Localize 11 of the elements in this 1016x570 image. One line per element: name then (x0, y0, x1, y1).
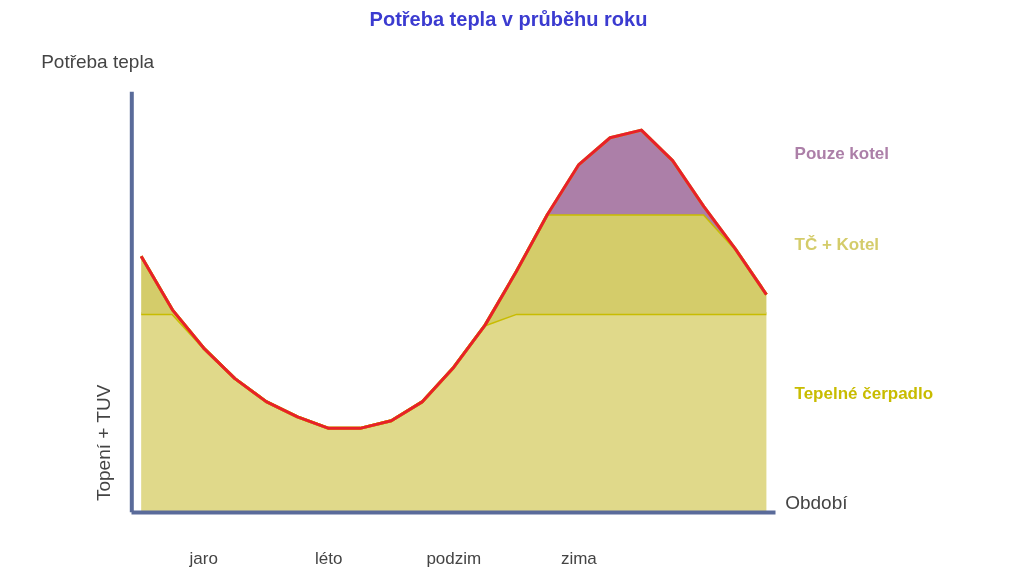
text: Pouze kotel (794, 143, 890, 163)
chart-title: Potřeba tepla v průběhu roku (369, 7, 648, 30)
y-axis-title: Topení + TUV (93, 384, 115, 502)
x-tick-label: léto (315, 548, 343, 568)
text: TČ + Kotel (794, 235, 880, 255)
x-tick-label: podzim (426, 548, 482, 568)
x-axis-title: Období (785, 491, 849, 513)
x-tick-label: zima (560, 548, 598, 568)
text: Potřeba tepla (41, 50, 155, 72)
x-tick-label: jaro (188, 548, 218, 568)
series-label: Tepelné čerpadlo (794, 384, 934, 404)
